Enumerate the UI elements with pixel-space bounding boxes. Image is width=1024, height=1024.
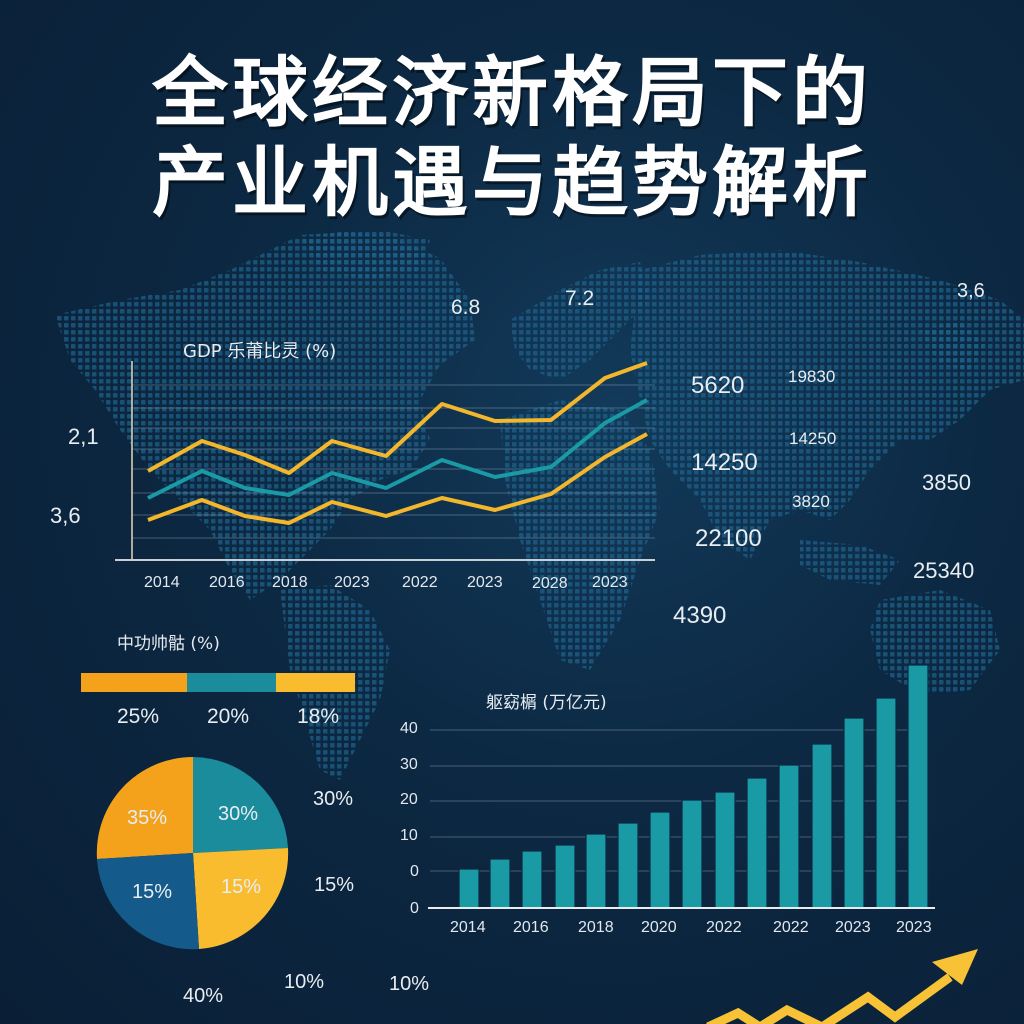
stacked-bar-segment-yellow	[276, 673, 355, 692]
title-line-2: 产业机遇与趋势解析	[152, 138, 872, 227]
bar-x-label: 2016	[513, 919, 549, 936]
line-x-label: 2023	[334, 574, 370, 591]
gdp-line-chart	[115, 361, 655, 561]
series-upper-line	[147, 361, 648, 475]
bar-x-label: 2022	[773, 919, 809, 936]
stacked-bar-label: 25%	[117, 705, 160, 728]
map-value-14250: 14250	[691, 449, 758, 476]
pie-label-teal: 30%	[218, 803, 259, 825]
label-top-right-3-6: 3,6	[957, 280, 985, 302]
pie-label-blue: 15%	[132, 881, 173, 903]
bar-chart-title: 躯窈榍 (万亿元)	[486, 693, 607, 713]
line-x-label: 2016	[209, 574, 245, 591]
pie-slice-yellow	[193, 848, 289, 949]
stacked-bar-label: 20%	[207, 705, 250, 728]
map-value-22100: 22100	[695, 525, 762, 552]
bar-y-tick: 40	[400, 720, 418, 737]
pie-side-label-30: 30%	[313, 788, 354, 810]
bar-x-label: 2023	[896, 919, 932, 936]
line-x-label: 2014	[144, 574, 180, 591]
map-value-3850: 3850	[922, 470, 971, 495]
upward-trend-arrow-icon	[706, 949, 978, 1024]
line-x-label: 2023	[592, 574, 628, 591]
map-value-19830: 19830	[788, 367, 836, 386]
series-middle-line	[147, 398, 648, 500]
line-chart-title: GDP 乐莆比灵 (%)	[183, 341, 337, 362]
map-value-14250-small: 14250	[789, 429, 837, 448]
bar-y-tick: 0	[410, 900, 419, 917]
map-value-4390: 4390	[673, 602, 727, 629]
bar-y-tick: 10	[400, 827, 418, 844]
bar-x-label: 2023	[835, 919, 871, 936]
map-value-3820: 3820	[792, 492, 830, 511]
bar-y-tick: 20	[400, 791, 418, 808]
pie-label-yellow: 15%	[221, 876, 262, 898]
label-left-3-6: 3,6	[50, 503, 81, 528]
pie-chart	[96, 756, 289, 950]
title-line-1: 全球经济新格局下的	[152, 48, 872, 137]
label-6-8: 6.8	[451, 296, 481, 319]
line-x-label: 2018	[272, 574, 308, 591]
pie-bottom-label-10b: 10%	[389, 973, 430, 995]
bar-y-tick: 30	[400, 756, 418, 773]
bars	[458, 664, 929, 909]
line-x-label: 2028	[532, 575, 568, 592]
bar-gridlines	[430, 729, 925, 872]
bar-chart	[428, 664, 935, 909]
map-value-25340: 25340	[913, 558, 975, 583]
map-value-5620: 5620	[691, 372, 745, 399]
pie-bottom-label-40: 40%	[183, 985, 224, 1007]
bar-x-label: 2014	[450, 919, 486, 936]
series-lower-line	[147, 432, 648, 525]
pie-slice-blue	[97, 853, 199, 950]
stacked-bar	[81, 673, 355, 692]
bar-x-label: 2020	[641, 919, 677, 936]
line-x-label: 2022	[402, 574, 438, 591]
label-2-1: 2,1	[68, 424, 99, 449]
pie-bottom-label-10: 10%	[284, 971, 325, 993]
stacked-bar-label: 18%	[297, 705, 340, 728]
stacked-bar-segment-teal	[187, 673, 276, 692]
pie-slice-teal	[193, 757, 288, 853]
bar-y-tick: 0	[410, 863, 419, 880]
bar-x-label: 2022	[706, 919, 742, 936]
label-7-2: 7.2	[565, 287, 595, 310]
bar-x-label: 2018	[578, 919, 614, 936]
pie-slice-orange	[96, 756, 193, 859]
page-title: 全球经济新格局下的 产业机遇与趋势解析	[0, 48, 1024, 228]
pie-label-orange: 35%	[127, 807, 168, 829]
stacked-bar-segment-orange	[81, 673, 187, 692]
line-x-label: 2023	[467, 574, 503, 591]
pie-side-label-15: 15%	[314, 874, 355, 896]
stacked-bar-title: 中功帅骷 (%)	[117, 634, 220, 654]
